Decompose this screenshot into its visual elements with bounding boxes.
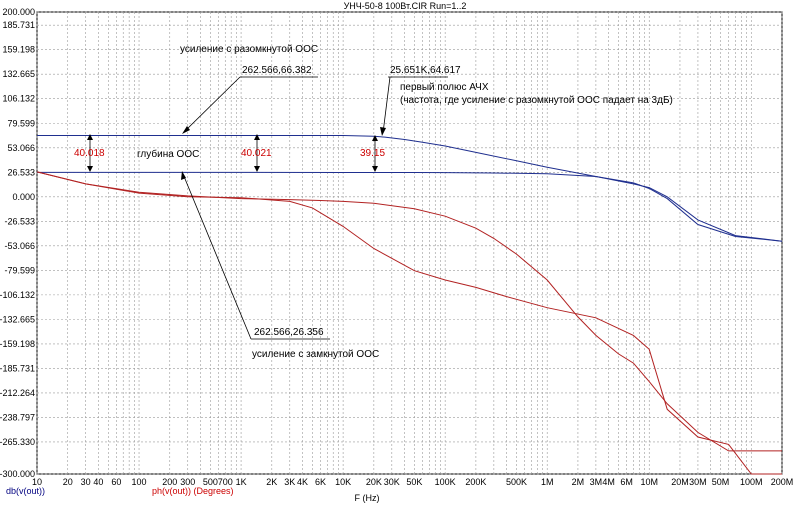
legend-db: db(v(out)) [6, 486, 45, 496]
point-closed-label: 262.566,26.356 [254, 327, 324, 338]
annotations: усиление с разомкнутой ООС 262.566,66.38… [74, 44, 673, 360]
pole-point-label: 25.651K,64.617 [390, 65, 461, 76]
y-tick-label: 26.533 [7, 167, 35, 177]
y-tick-label: -185.731 [0, 363, 35, 373]
x-tick-label: 40 [93, 477, 103, 487]
depth-arrow-3-top [372, 135, 378, 141]
y-tick-label: -26.533 [4, 216, 35, 226]
x-tick-label: 60 [111, 477, 121, 487]
pole-point-leader [382, 76, 391, 134]
plot-area [36, 11, 783, 475]
y-tick-label: -53.066 [4, 241, 35, 251]
x-tick-label: 20 [63, 477, 73, 487]
y-tick-label: 0.000 [12, 192, 35, 202]
grid [36, 11, 783, 475]
depth-value-2: 40.021 [241, 148, 272, 159]
point-closed-arrowhead [181, 171, 186, 180]
x-tick-label: 200M [771, 477, 794, 487]
point-open-arrowhead [182, 126, 190, 134]
depth-arrow-3-bottom [372, 166, 378, 172]
point-open-leader [183, 76, 241, 133]
x-tick-labels: 10 20 30 40 60 100 200 300 500 700 1K 2K 3K 4K 6K 10K 20… [32, 477, 793, 487]
x-tick-label: 2K [266, 477, 277, 487]
depth-arrow-2-bottom [254, 166, 260, 172]
y-tick-label: -300.000 [0, 469, 35, 479]
series-group [36, 135, 783, 475]
y-tick-label: 53.066 [7, 143, 35, 153]
depth-arrow-1-bottom [87, 166, 93, 172]
x-tick-label: 30 [81, 477, 91, 487]
y-tick-label: 185.731 [2, 20, 35, 30]
x-tick-label: 1M [541, 477, 554, 487]
x-tick-label: 50K [406, 477, 422, 487]
y-tick-label: -265.330 [0, 437, 35, 447]
x-tick-label: 2M [572, 477, 585, 487]
open-loop-label: усиление с разомкнутой ООС [180, 44, 318, 55]
x-tick-label: 10 [32, 477, 42, 487]
depth-value-1: 40.018 [74, 148, 105, 159]
point-open-label: 262.566,66.382 [242, 65, 312, 76]
x-tick-label: 700 [218, 477, 233, 487]
y-tick-label: -132.665 [0, 314, 35, 324]
y-tick-label: 132.665 [2, 69, 35, 79]
x-tick-label: 4M [602, 477, 615, 487]
x-tick-label: 500K [506, 477, 527, 487]
pole-line2: (частота, где усиление с разомкнутой ООС… [400, 95, 673, 106]
y-tick-label: 79.599 [7, 118, 35, 128]
x-tick-label: 20K [366, 477, 382, 487]
x-tick-label: 10M [640, 477, 658, 487]
y-tick-label: 106.132 [2, 94, 35, 104]
x-axis-label: F (Hz) [355, 493, 380, 503]
x-tick-label: 20M [671, 477, 689, 487]
x-tick-label: 500 [203, 477, 218, 487]
x-tick-label: 3K [284, 477, 295, 487]
x-tick-label: 200 [162, 477, 177, 487]
series-line-4 [36, 171, 782, 475]
x-tick-label: 10K [335, 477, 351, 487]
pole-point-arrowhead [380, 127, 386, 136]
x-tick-label: 4K [297, 477, 308, 487]
x-tick-label: 6K [315, 477, 326, 487]
closed-loop-label: усиление с замкнутой ООС [252, 349, 379, 360]
x-tick-label: 100K [435, 477, 456, 487]
x-tick-label: 100M [740, 477, 763, 487]
series-line-2 [37, 171, 783, 242]
y-tick-labels: 200.000 185.731 159.198 132.665 106.132 79.59… [0, 7, 35, 479]
x-tick-label: 50M [712, 477, 730, 487]
y-tick-label: -212.264 [0, 388, 35, 398]
x-tick-label: 100 [132, 477, 147, 487]
y-tick-label: -238.797 [0, 412, 35, 422]
point-closed-leader [182, 173, 252, 340]
x-tick-label: 300 [180, 477, 195, 487]
chart-title: УНЧ-50-8 100Вт.CIR Run=1..2 [344, 1, 467, 11]
depth-arrow-2-top [254, 134, 260, 140]
y-tick-label: 200.000 [2, 7, 35, 17]
legend-phase: ph(v(out)) (Degrees) [152, 486, 234, 496]
x-tick-label: 30M [689, 477, 707, 487]
depth-value-3: 39.15 [360, 148, 385, 159]
y-tick-label: -79.599 [4, 265, 35, 275]
y-tick-label: 159.198 [2, 45, 35, 55]
series-line-1 [37, 135, 783, 242]
x-tick-label: 200K [465, 477, 486, 487]
x-tick-label: 30K [384, 477, 400, 487]
depth-label: глубина ООС [137, 148, 199, 160]
depth-arrow-1-top [87, 134, 93, 140]
x-tick-label: 6M [620, 477, 633, 487]
pole-line1: первый полюс АЧХ [400, 82, 489, 93]
y-tick-label: -159.198 [0, 339, 35, 349]
x-tick-label: 3M [590, 477, 603, 487]
y-tick-label: -106.132 [0, 290, 35, 300]
x-tick-label: 1K [236, 477, 247, 487]
